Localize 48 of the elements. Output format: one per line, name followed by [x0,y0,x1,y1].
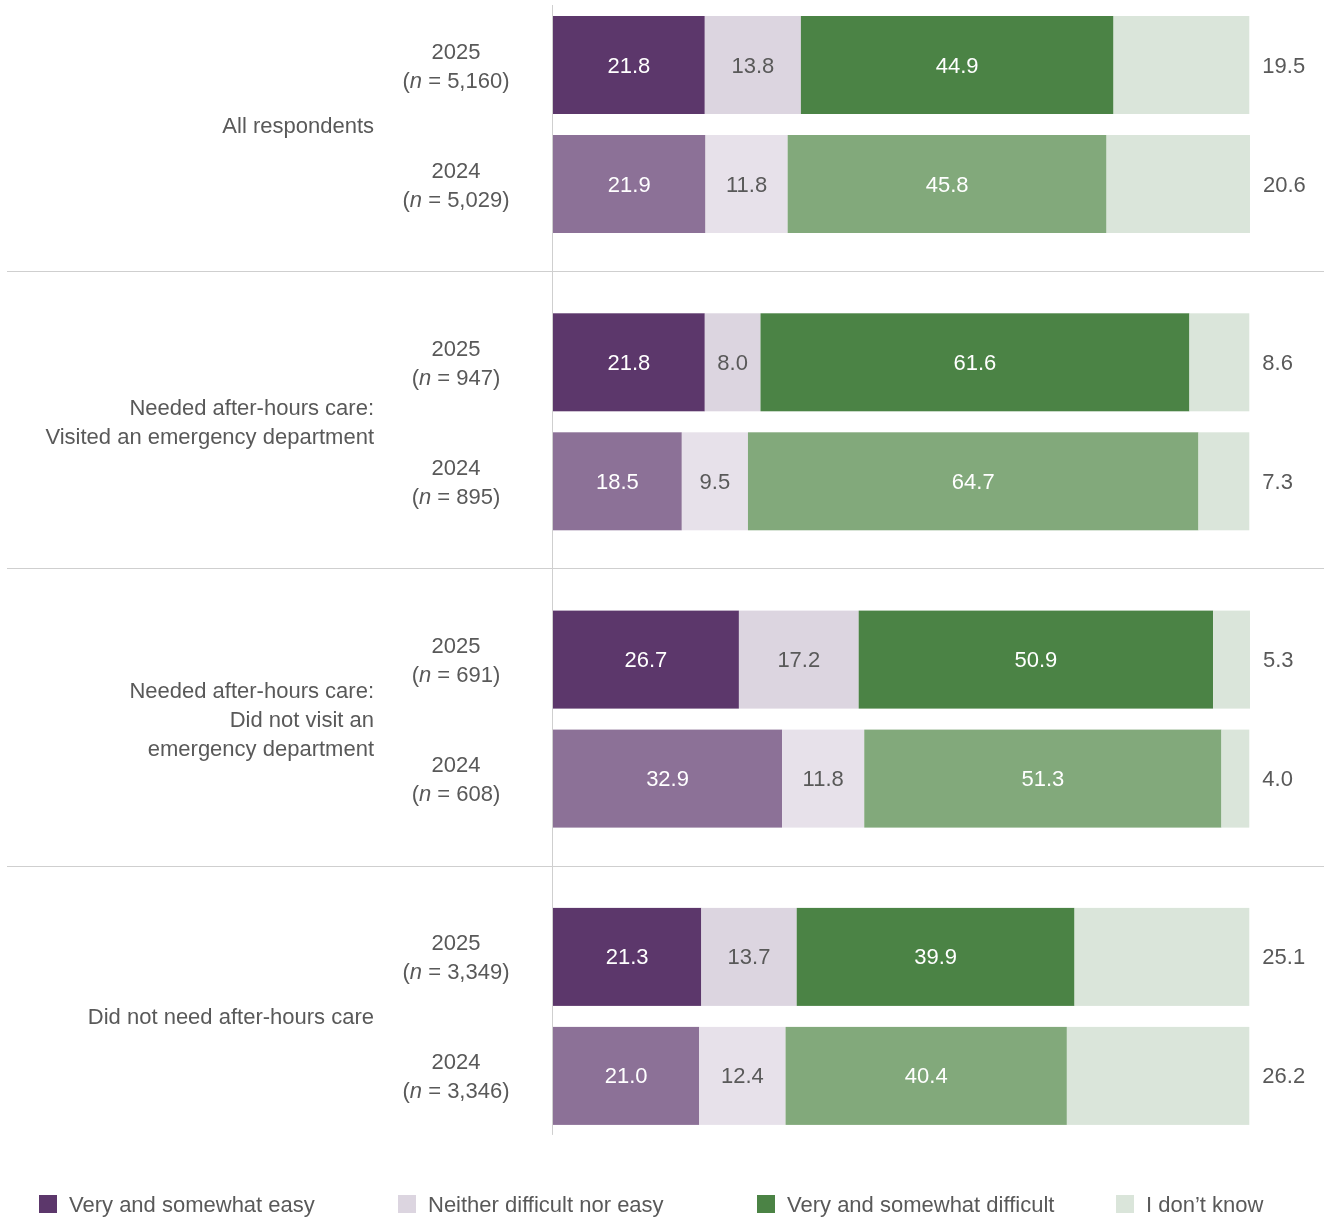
data-label: 17.2 [777,647,821,673]
data-label: 40.4 [904,1063,948,1089]
data-label: 21.0 [604,1063,648,1089]
data-label: 7.3 [1262,468,1293,494]
y-tick-label: 2025 (n = 3,349) [402,929,510,984]
data-label: 61.6 [953,349,997,375]
data-label: 5.3 [1263,647,1294,673]
y-tick-label: 2025 (n = 691) [411,632,501,687]
text: All respondents [222,112,374,137]
data-label: 19.5 [1262,52,1306,78]
data-label: 39.9 [914,944,958,970]
legend-label: Very and somewhat difficult [787,1191,1055,1217]
data-label: 50.9 [1014,647,1058,673]
text: Needed after-hours care: Visited an emergency department [45,394,374,449]
text: Did not need after-hours care [87,1003,374,1029]
data-label: 26.7 [624,647,668,673]
data-label: 8.6 [1262,349,1293,375]
data-label: 11.8 [802,766,844,792]
data-label: 21.8 [607,349,651,375]
data-label: 12.4 [720,1063,764,1089]
data-label: 26.2 [1262,1063,1306,1089]
y-tick-label: 2025 (n = 947) [411,335,501,390]
data-label: 11.8 [725,171,768,197]
data-label: 18.5 [595,468,639,494]
data-label: 4.0 [1262,766,1293,792]
y-tick-label: 2024 (n = 895) [411,454,501,509]
data-label: 21.3 [605,944,649,970]
legend-label: Very and somewhat easy [69,1191,315,1217]
y-tick-label: 2024 (n = 608) [411,751,501,806]
data-label: 8.0 [717,349,748,375]
data-label: 20.6 [1263,171,1306,197]
data-label: 25.1 [1262,944,1306,970]
data-label: 21.8 [607,52,651,78]
y-tick-label: 2024 (n = 5,029) [402,157,510,211]
data-label: 13.8 [731,52,775,78]
data-label: 13.7 [727,944,771,970]
data-label: 45.8 [925,171,969,197]
legend-label: Neither difficult nor easy [428,1191,664,1217]
data-label: 44.9 [935,52,979,78]
data-label: 9.5 [699,468,731,494]
text: Needed after-hours care: Did not visit an emergency department [129,677,374,761]
y-tick-label: 2024 (n = 3,346) [402,1048,510,1103]
y-tick-label: 2025 (n = 5,160) [402,38,510,92]
legend-label: I don’t know [1146,1191,1264,1217]
data-label: 51.3 [1021,766,1065,792]
data-label: 64.7 [951,468,995,494]
data-label: 32.9 [646,766,689,792]
data-label: 21.9 [607,171,651,197]
